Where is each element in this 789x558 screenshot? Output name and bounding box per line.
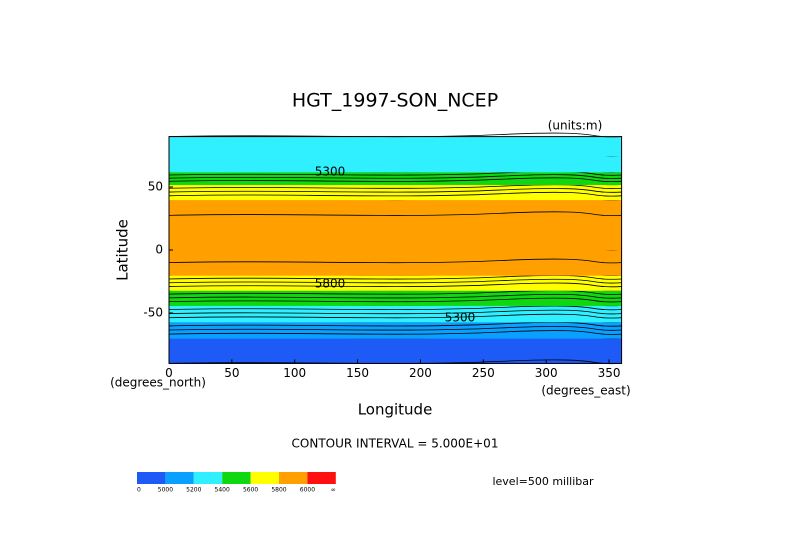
- colorbar-label: 0: [137, 487, 141, 494]
- x-tick-label: 0: [165, 366, 173, 380]
- colorbar-label: 5200: [186, 487, 201, 494]
- y-tick-label: 0: [155, 243, 163, 257]
- colorbar-swatch: [307, 472, 336, 484]
- y-unit-label: (degrees_north): [110, 376, 206, 390]
- contour-line: [168, 309, 622, 315]
- contour-line: [168, 330, 622, 335]
- x-unit-label: (degrees_east): [541, 384, 630, 398]
- x-tick-label: 350: [598, 366, 621, 380]
- contour-line: [168, 321, 622, 327]
- contour-line: [168, 313, 622, 319]
- colorbar-swatch: [137, 472, 166, 484]
- colorbar-label: 6000: [300, 487, 315, 494]
- colorbar-swatch: [222, 472, 251, 484]
- height-band: [169, 224, 622, 251]
- x-tick-label: 300: [535, 366, 558, 380]
- colorbar-swatch: [250, 472, 279, 484]
- y-axis-label: Latitude: [114, 219, 132, 281]
- x-tick-label: 50: [224, 366, 239, 380]
- contour-line: [168, 188, 622, 193]
- contour-line: [168, 184, 622, 189]
- contour-line: [168, 305, 622, 311]
- contour-label: 5300: [315, 165, 346, 179]
- colorbar-swatch: [279, 472, 308, 484]
- contour-line: [168, 211, 622, 217]
- y-tick-label: -50: [143, 306, 163, 320]
- contour-label: 5800: [315, 277, 346, 291]
- contour-line: [168, 290, 622, 295]
- contour-line: [168, 171, 622, 176]
- contour-interval: CONTOUR INTERVAL = 5.000E+01: [292, 437, 499, 451]
- contour-line: [168, 258, 622, 264]
- x-tick-label: 250: [472, 366, 495, 380]
- colorbar-label: 5800: [271, 487, 286, 494]
- contour-line: [168, 132, 622, 138]
- colorbar-swatch: [165, 472, 194, 484]
- contour-line: [168, 275, 622, 280]
- contour-line: [168, 177, 622, 182]
- chart-title: HGT_1997-SON_NCEP: [292, 90, 498, 112]
- x-axis-label: Longitude: [358, 401, 433, 419]
- contour-line: [168, 359, 622, 365]
- height-band: [169, 199, 622, 226]
- height-band: [169, 155, 622, 173]
- colorbar-label: 5600: [243, 487, 258, 494]
- colorbar-label: ∞: [331, 487, 336, 494]
- height-band: [169, 136, 622, 156]
- contour-line: [168, 297, 622, 303]
- colorbar-label: 5400: [215, 487, 230, 494]
- y-tick-label: 50: [148, 180, 163, 194]
- x-tick-label: 100: [283, 366, 306, 380]
- contour-line: [168, 191, 622, 197]
- level-label: level=500 millibar: [492, 475, 594, 488]
- contour-line: [168, 293, 622, 299]
- colorbar-swatch: [193, 472, 223, 484]
- colorbar-label: 5000: [158, 487, 173, 494]
- contour-line: [168, 174, 622, 179]
- units-label: (units:m): [548, 119, 603, 133]
- contour-line: [168, 282, 622, 288]
- contour-label: 5300: [445, 311, 476, 325]
- contour-line: [168, 326, 622, 331]
- x-tick-label: 200: [409, 366, 432, 380]
- x-tick-label: 150: [346, 366, 369, 380]
- contour-line: [168, 278, 622, 284]
